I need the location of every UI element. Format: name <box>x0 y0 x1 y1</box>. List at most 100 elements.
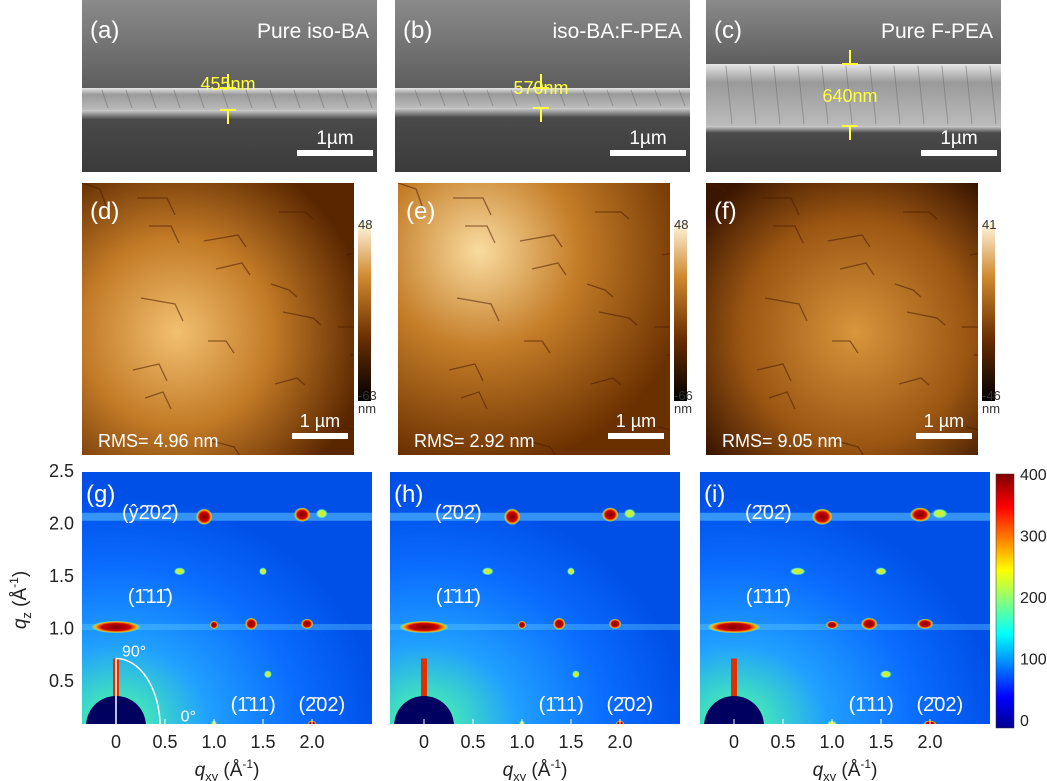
sem-texture <box>293 89 301 109</box>
scale-bar <box>292 433 348 439</box>
sem-texture <box>269 89 277 109</box>
sem-image <box>82 0 377 172</box>
diffraction-spot <box>567 567 575 576</box>
peak-label: (ŷ2̄02̄) <box>122 502 179 524</box>
intensity-background <box>700 472 990 724</box>
diffraction-spot <box>623 508 636 519</box>
sem-texture <box>197 89 205 109</box>
sem-image <box>706 0 1001 172</box>
grain-boundary <box>657 426 670 431</box>
colorbar-tick-label: 200 <box>1020 590 1047 607</box>
sem-texture <box>341 89 349 109</box>
y-tick-label: 0.5 <box>49 671 74 691</box>
y-tick-label: 1.0 <box>49 619 74 639</box>
axis-exponent: -1 <box>860 757 871 771</box>
thickness-label: 570nm <box>513 78 568 98</box>
grain-boundary <box>590 377 622 386</box>
sem-texture <box>317 89 325 109</box>
sem-texture <box>534 89 542 107</box>
scale-bar <box>610 150 686 156</box>
angle-guide <box>115 657 161 728</box>
grain-boundary <box>274 377 306 386</box>
sample-title: Pure iso-BA <box>257 20 369 43</box>
axis-symbol: q <box>195 760 206 781</box>
grain-boundary <box>839 262 875 276</box>
axis-label: qxy (Å-1) <box>195 757 260 781</box>
sample-title: iso-BA:F-PEA <box>552 20 682 43</box>
x-tick-label: 1.0 <box>819 732 844 752</box>
grain-boundary <box>903 211 938 220</box>
sem-texture <box>917 65 925 125</box>
sample-title: Pure F-PEA <box>881 20 993 43</box>
diffraction-spot <box>481 567 494 576</box>
axis-subscript: xy <box>823 769 837 781</box>
sem-texture <box>221 89 229 109</box>
x-tick-label: 2.0 <box>607 732 632 752</box>
axis-subscript: xy <box>205 769 219 781</box>
panel-label: (g) <box>86 481 115 508</box>
grain-boundary <box>827 234 871 248</box>
grain-boundary <box>453 197 492 216</box>
grain-boundary <box>906 311 946 326</box>
diffraction-spot <box>931 508 948 519</box>
grain-boundary <box>761 197 800 216</box>
sem-texture <box>630 89 638 107</box>
streak <box>700 512 990 521</box>
x-tick-label: 1.0 <box>201 732 226 752</box>
scale-bar <box>297 150 373 156</box>
grain-boundary <box>338 326 354 328</box>
grain-boundary <box>832 340 859 354</box>
sem-texture <box>486 89 494 107</box>
sem-texture <box>845 65 853 125</box>
x-tick-label: 0.5 <box>460 732 485 752</box>
colorbar-min: -63 <box>358 388 377 403</box>
colorbar-tick-label: 300 <box>1020 529 1047 546</box>
diffraction-spot <box>571 670 580 679</box>
peak-label: (2̄02̄) <box>745 502 792 524</box>
sem-texture <box>893 65 901 125</box>
panel-label: (a) <box>90 17 119 44</box>
axis-subscript: xy <box>513 769 527 781</box>
x-tick-label: 0.5 <box>770 732 795 752</box>
diffraction-spot <box>173 567 186 576</box>
axis-exponent: -1 <box>550 757 561 771</box>
diffraction-spot <box>861 617 878 630</box>
x-tick-label: 1.0 <box>509 732 534 752</box>
sem-texture <box>245 89 253 109</box>
sem-texture <box>989 65 997 125</box>
panel-label: (f) <box>714 198 737 225</box>
afm-surface <box>706 183 978 455</box>
grain-boundary <box>898 377 930 386</box>
colorbar-unit: nm <box>674 401 692 416</box>
axis-label: qxy (Å-1) <box>813 757 878 781</box>
sem-texture <box>582 89 590 107</box>
beamstop <box>394 696 454 724</box>
sem-image <box>395 0 690 172</box>
beam-streak <box>421 658 427 709</box>
grain-boundary <box>203 234 247 248</box>
grain-boundary <box>519 234 563 248</box>
diffraction-spot <box>259 567 267 576</box>
grain-boundary <box>82 183 109 212</box>
grain-boundary <box>282 311 322 326</box>
grain-boundary <box>137 197 176 216</box>
x-tick-label: 2.0 <box>917 732 942 752</box>
thickness-label: 455nm <box>200 74 255 94</box>
colorbar <box>358 223 371 401</box>
diffraction-spot <box>602 507 619 522</box>
angle-label: 90° <box>122 643 146 660</box>
diffraction-spot <box>789 567 806 576</box>
colorbar-max: 41 <box>982 217 996 232</box>
axis-close: ) <box>10 571 31 577</box>
sem-substrate <box>706 126 1001 172</box>
afm-image <box>82 183 354 455</box>
sem-texture <box>365 89 373 109</box>
grain-boundary <box>524 340 551 354</box>
sem-texture <box>797 65 805 125</box>
x-tick-label: 1.5 <box>558 732 583 752</box>
sem-texture <box>510 89 518 107</box>
beam-streak <box>731 658 737 709</box>
grain-boundary <box>962 326 978 328</box>
sem-texture <box>725 65 733 125</box>
